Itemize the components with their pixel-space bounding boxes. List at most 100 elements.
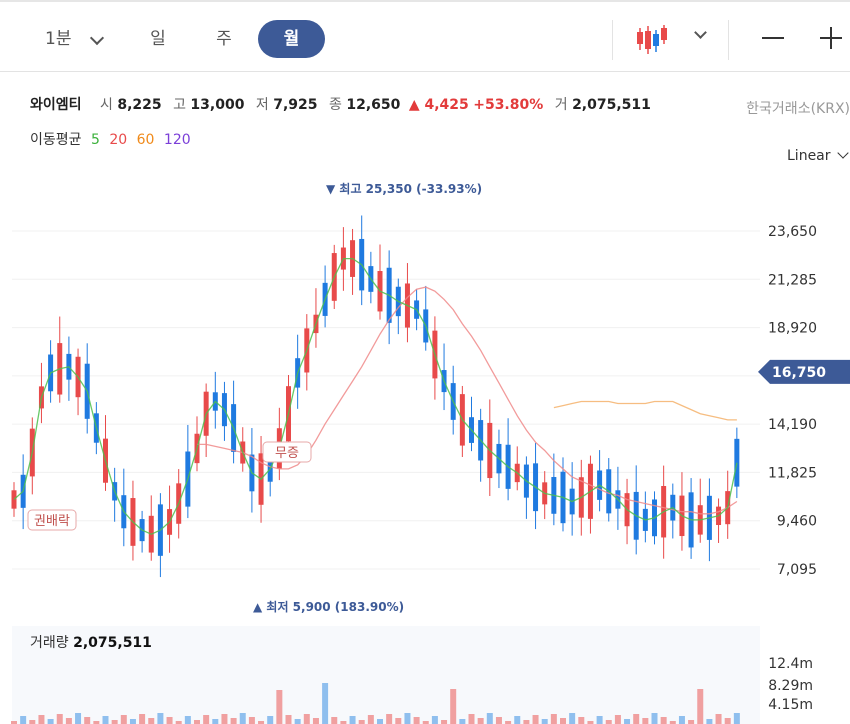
volume-bar [377, 719, 383, 724]
volume-bar [633, 714, 640, 724]
change-percent: +53.80% [473, 97, 544, 113]
y-tick-label: 21,285 [768, 272, 817, 288]
event-tag-label: 무증 [275, 446, 299, 461]
volume-bar [139, 714, 146, 724]
volume-bar [331, 717, 338, 724]
ma-label: 이동평균 [30, 132, 82, 148]
volume-tick-label: 12.4m [768, 656, 813, 672]
scale-dropdown[interactable]: Linear [787, 147, 849, 164]
low-value: 7,925 [273, 97, 318, 113]
tab-month[interactable]: 월 [258, 20, 325, 58]
volume-bar [532, 715, 539, 724]
volume-bar [294, 719, 301, 724]
volume-bar [486, 713, 493, 724]
volume-bar [495, 717, 502, 724]
volume-bar [349, 716, 356, 724]
ma20-line [197, 286, 738, 515]
event-tag-label: 권배락 [34, 514, 70, 529]
volume-bar [340, 721, 347, 724]
volume-bar [587, 721, 594, 724]
zoom-out-button[interactable] [760, 24, 788, 52]
period-label: 1분 [45, 29, 72, 49]
high-annotation: ▼ 최고 25,350 (-33.93%) [326, 181, 482, 196]
volume-bar [230, 718, 237, 724]
volume-bar [248, 717, 255, 724]
volume-bar [93, 721, 100, 724]
ma60-line [553, 400, 737, 421]
ma-120[interactable]: 120 [163, 132, 191, 148]
volume-bar [441, 720, 448, 724]
volume-bar [697, 689, 704, 724]
volume-bar [660, 717, 667, 724]
volume-title: 거래량 2,075,511 [30, 632, 152, 652]
volume-bar [669, 721, 676, 724]
volume-bar [523, 720, 530, 724]
volume-bar [715, 714, 722, 724]
toolbar: 1분 일 주 월 [0, 0, 850, 72]
divider [612, 20, 613, 60]
volume-bar [184, 716, 191, 724]
volume-bar [285, 715, 292, 724]
period-dropdown[interactable]: 1분 [30, 20, 120, 58]
volume-bar [65, 718, 72, 724]
volume-bar [276, 690, 283, 724]
volume-bar [706, 719, 713, 724]
y-tick-label: 9,460 [777, 514, 817, 530]
volume-tick-label: 8.29m [768, 678, 813, 694]
volume-bar [413, 717, 420, 724]
volume-bar [578, 717, 585, 724]
close-value: 12,650 [346, 97, 401, 113]
volume-bar [450, 689, 457, 724]
volume-bar [605, 720, 612, 724]
volume-bar [20, 716, 27, 724]
ma-5[interactable]: 5 [90, 132, 100, 148]
volume-bar [258, 721, 265, 724]
candlestick-icon[interactable] [632, 22, 672, 56]
volume-bar [212, 719, 219, 724]
y-tick-label: 14,190 [768, 417, 817, 433]
zoom-in-button[interactable] [818, 24, 846, 52]
volume-bar [596, 716, 603, 724]
volume-bar [56, 714, 63, 724]
volume-bar [111, 720, 118, 724]
tab-day[interactable]: 일 [150, 29, 166, 49]
volume-bar [203, 715, 210, 724]
event-tag [27, 509, 77, 531]
low-annotation: ▲ 최저 5,900 (183.90%) [253, 599, 404, 614]
volume-bar [550, 714, 557, 724]
volume-bar [129, 719, 136, 724]
current-price-tag [758, 359, 850, 384]
tab-week[interactable]: 주 [216, 29, 232, 49]
volume-bar [651, 713, 658, 724]
volume-bar [157, 713, 164, 724]
volume-bar [194, 720, 200, 724]
price-summary: 와이엠티 시 8,225 고 13,000 저 7,925 종 12,650 ▲… [30, 94, 651, 114]
volume-bar [733, 713, 740, 724]
close-label: 종 [329, 97, 342, 113]
volume-bar [148, 718, 155, 724]
change-value: ▲ 4,425 [408, 97, 469, 113]
y-tick-label: 23,650 [768, 224, 817, 240]
volume-bar [468, 714, 475, 724]
scale-label: Linear [787, 148, 831, 164]
volume-tick-label: 4.15m [768, 697, 813, 713]
high-value: 13,000 [190, 97, 245, 113]
volume-bar [47, 719, 54, 724]
stock-name: 와이엠티 [30, 97, 82, 113]
y-tick-label: 18,920 [768, 321, 817, 337]
volume-bar [459, 719, 466, 724]
current-price-label: 16,750 [772, 365, 826, 381]
volume-bar [614, 715, 621, 724]
volume-bar [688, 720, 695, 724]
volume-bar [221, 714, 228, 724]
volume-bar [367, 715, 374, 724]
ma-60[interactable]: 60 [136, 132, 155, 148]
ma-20[interactable]: 20 [109, 132, 128, 148]
event-tag [262, 441, 312, 463]
volume-bar [541, 719, 548, 724]
volume-bar [102, 716, 109, 724]
volume-bar [322, 683, 329, 724]
volume-bar [239, 713, 246, 724]
volume-bar [431, 716, 438, 724]
